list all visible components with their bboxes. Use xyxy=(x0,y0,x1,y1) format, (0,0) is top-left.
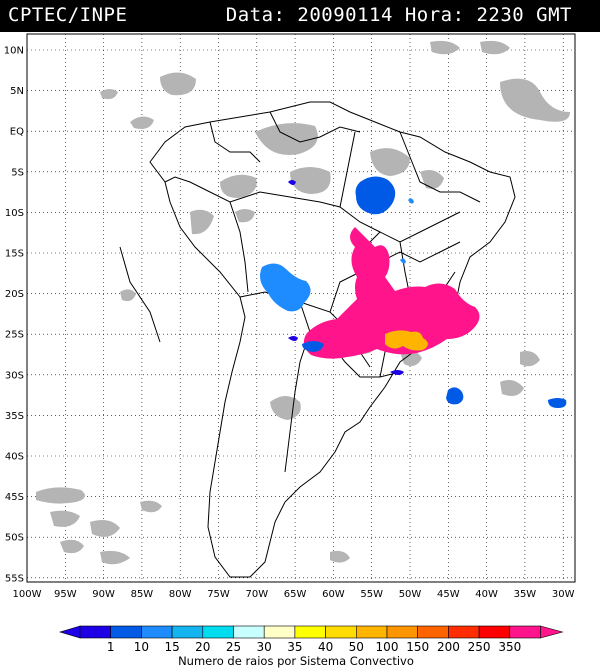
lon-tick-label: 75W xyxy=(207,589,230,600)
lon-tick-label: 30W xyxy=(552,589,575,600)
legend-color-box xyxy=(141,625,173,639)
lon-tick-label: 70W xyxy=(245,589,268,600)
legend-value-label: 150 xyxy=(406,640,429,654)
source-label: CPTEC/INPE xyxy=(8,4,128,26)
legend-value-label: 25 xyxy=(226,640,241,654)
lat-tick-label: 25S xyxy=(5,330,24,341)
grid-lines xyxy=(27,34,575,582)
legend-value-label: 250 xyxy=(468,640,491,654)
legend-color-box xyxy=(233,625,265,639)
lat-tick-label: 35S xyxy=(5,411,24,422)
lat-tick-label: 50S xyxy=(5,533,24,544)
lon-tick-label: 50W xyxy=(399,589,422,600)
legend-value-label: 30 xyxy=(257,640,272,654)
legend-color-box xyxy=(478,625,511,639)
convective-systems xyxy=(260,176,567,408)
lon-tick-label: 65W xyxy=(284,589,307,600)
axis-tick-labels: 10N 5N EQ 5S 10S 15S 20S 25S 30S 35S 40S 45S 50S 55S 1… xyxy=(4,46,575,601)
lat-tick-label: 10S xyxy=(5,208,24,219)
legend-color-box xyxy=(202,625,234,639)
lat-tick-label: 5S xyxy=(11,167,24,178)
legend-color-box xyxy=(417,625,449,639)
map-frame xyxy=(26,33,576,583)
lat-tick-label: 15S xyxy=(5,249,24,260)
lat-tick-label: 10N xyxy=(4,46,24,57)
color-legend: 1 10 15 20 25 30 35 40 50 100 150 200 250 350 Numero … xyxy=(58,625,564,668)
legend-color-box xyxy=(263,625,296,639)
datetime-label: Data: 20090114 Hora: 2230 GMT xyxy=(225,4,572,26)
legend-high-arrow xyxy=(540,625,564,639)
legend-value-label: 20 xyxy=(195,640,210,654)
legend-color-box xyxy=(386,625,419,639)
storm-blue-2 xyxy=(355,176,396,215)
storm-pink xyxy=(303,227,480,359)
legend-value-label: 40 xyxy=(318,640,333,654)
legend-color-box xyxy=(355,625,388,639)
lat-tick-label: 20S xyxy=(5,289,24,300)
storm-blue-5 xyxy=(302,341,324,352)
legend-value-label: 15 xyxy=(164,640,179,654)
legend-low-arrow xyxy=(58,625,81,639)
lat-tick-label: 40S xyxy=(5,452,24,463)
legend-value-label: 100 xyxy=(376,640,399,654)
storm-blue-7 xyxy=(288,180,296,185)
legend-value-label: 200 xyxy=(437,640,460,654)
cloud-areas xyxy=(36,40,570,565)
storm-blue-3 xyxy=(446,387,464,405)
title-bar: CPTEC/INPE Data: 20090114 Hora: 2230 GMT xyxy=(0,0,600,32)
storm-blue-10 xyxy=(408,198,414,204)
legend-color-box xyxy=(79,625,112,639)
legend-color-box xyxy=(448,625,480,639)
storm-blue-1 xyxy=(260,263,311,312)
lon-tick-label: 80W xyxy=(169,589,192,600)
lon-tick-label: 90W xyxy=(92,589,115,600)
legend-value-labels: 1 10 15 20 25 30 35 40 50 100 150 200 250 350 xyxy=(107,640,521,654)
storm-orange xyxy=(385,330,428,351)
legend-value-label: 50 xyxy=(349,640,364,654)
lon-tick-label: 45W xyxy=(437,589,460,600)
lat-tick-label: 30S xyxy=(5,370,24,381)
lightning-map: 10N 5N EQ 5S 10S 15S 20S 25S 30S 35S 40S 45S 50S 55S 1… xyxy=(4,33,576,601)
legend-title: Numero de raios por Sistema Convectivo xyxy=(178,654,414,668)
lat-tick-label: EQ xyxy=(10,127,24,138)
storm-blue-8 xyxy=(390,370,404,375)
storm-blue-4 xyxy=(548,398,567,408)
legend-value-label: 1 xyxy=(107,640,115,654)
storm-blue-9 xyxy=(400,258,406,264)
lon-tick-label: 100W xyxy=(13,589,42,600)
lat-tick-label: 55S xyxy=(5,573,24,584)
lon-tick-label: 35W xyxy=(514,589,537,600)
lon-tick-label: 95W xyxy=(54,589,77,600)
legend-color-box xyxy=(509,625,541,639)
legend-value-label: 350 xyxy=(498,640,521,654)
legend-color-box xyxy=(110,625,142,639)
lat-tick-label: 45S xyxy=(5,492,24,503)
lat-tick-label: 5N xyxy=(10,86,24,97)
legend-color-box xyxy=(294,625,326,639)
storm-blue-6 xyxy=(288,336,298,341)
legend-color-box xyxy=(171,625,204,639)
legend-color-bar xyxy=(58,625,564,639)
lon-tick-label: 40W xyxy=(475,589,498,600)
legend-color-box xyxy=(325,625,357,639)
lon-tick-label: 85W xyxy=(131,589,154,600)
lon-tick-label: 60W xyxy=(322,589,345,600)
legend-value-label: 10 xyxy=(134,640,149,654)
legend-value-label: 35 xyxy=(287,640,302,654)
lon-tick-label: 55W xyxy=(360,589,383,600)
